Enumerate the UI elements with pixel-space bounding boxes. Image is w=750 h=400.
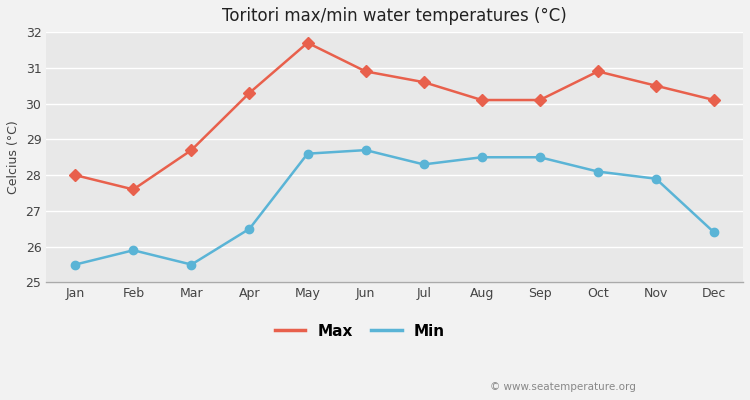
Title: Toritori max/min water temperatures (°C): Toritori max/min water temperatures (°C) [222,7,567,25]
Y-axis label: Celcius (°C): Celcius (°C) [7,120,20,194]
Text: © www.seatemperature.org: © www.seatemperature.org [490,382,635,392]
Legend: Max, Min: Max, Min [268,318,451,345]
